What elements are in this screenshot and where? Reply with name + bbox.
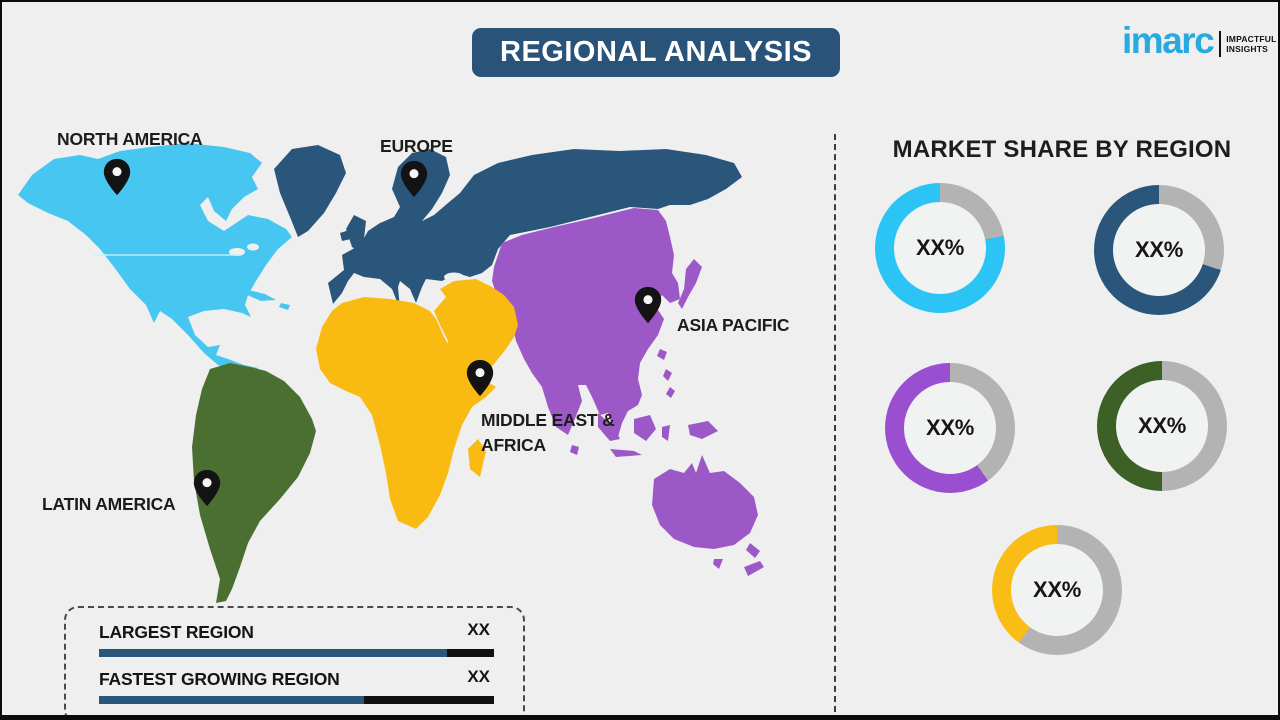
map-island-madagascar [468,439,486,477]
largest-region-value: XX [467,620,490,639]
map-lake [229,248,245,256]
map-region-latin-america [192,363,316,603]
fastest-growing-region-value: XX [467,667,490,686]
label-middle-east-africa: MIDDLE EAST & AFRICA [481,410,615,455]
map-island-cuba [244,289,276,301]
donut-value: XX% [1032,577,1081,602]
market-share-title: MARKET SHARE BY REGION [892,136,1232,163]
map-island-japan [678,259,702,309]
map-island-sumatra [598,413,620,441]
map-sea-black [444,272,464,282]
map-region-middle-east [434,279,518,375]
fastest-growing-region-bar [99,696,494,704]
page-title-banner: REGIONAL ANALYSIS [472,28,840,77]
map-lake [247,243,259,251]
fastest-growing-region-label: FASTEST GROWING REGION [99,669,340,689]
map-island-sri-lanka [570,445,579,455]
pin-europe-icon [400,160,428,198]
map-island-new-guinea [688,421,718,439]
logo-divider [1219,31,1222,57]
map-island-hispaniola [279,303,290,310]
pin-asia-pacific-icon [634,286,662,324]
map-island-sulawesi [662,425,670,441]
map-island-britain [346,215,366,251]
donut-middle-east-africa: XX% [992,525,1122,655]
label-asia-pacific: ASIA PACIFIC [677,315,790,335]
map-region-australia [652,455,758,549]
map-island-new-zealand [744,561,764,576]
map-region-europe [328,149,742,309]
donut-value: XX% [1134,237,1183,262]
map-island-java [610,449,642,457]
donut-value: XX% [915,235,964,260]
pin-middle-east-africa-icon [466,359,494,397]
imarc-logo-wordmark: imarc [1122,20,1215,61]
donut-north-america: XX% [875,183,1005,313]
section-divider [834,134,836,712]
map-island-new-zealand [746,543,760,558]
map-island-borneo [634,415,656,441]
map-island-ireland [340,230,351,241]
summary-box: LARGEST REGION XX FASTEST GROWING REGION… [64,606,525,715]
donut-latin-america: XX% [1097,361,1227,491]
largest-region-label: LARGEST REGION [99,622,254,642]
logo-tagline: IMPACTFUL INSIGHTS [1226,34,1277,54]
map-island-philippines [663,369,672,381]
donut-value: XX% [1137,413,1186,438]
label-europe: EUROPE [380,136,453,156]
map-region-north-america [18,143,292,376]
pin-latin-america-icon [193,469,221,507]
pin-north-america-icon [103,158,131,196]
label-north-america: NORTH AMERICA [57,129,203,149]
map-island-taiwan [657,349,667,360]
largest-region-bar [99,649,494,657]
donut-asia-pacific: XX% [885,363,1015,493]
world-map [18,143,764,603]
donut-value: XX% [925,415,974,440]
label-latin-america: LATIN AMERICA [42,494,176,514]
map-island-tasmania [713,559,723,569]
donut-europe: XX% [1094,185,1224,315]
map-region-greenland [274,145,346,237]
page-title: REGIONAL ANALYSIS [500,36,812,68]
map-island-philippines [666,387,675,398]
imarc-logo: imarc IMPACTFUL INSIGHTS [1122,22,1277,60]
map-region-asia-pacific [492,208,680,437]
